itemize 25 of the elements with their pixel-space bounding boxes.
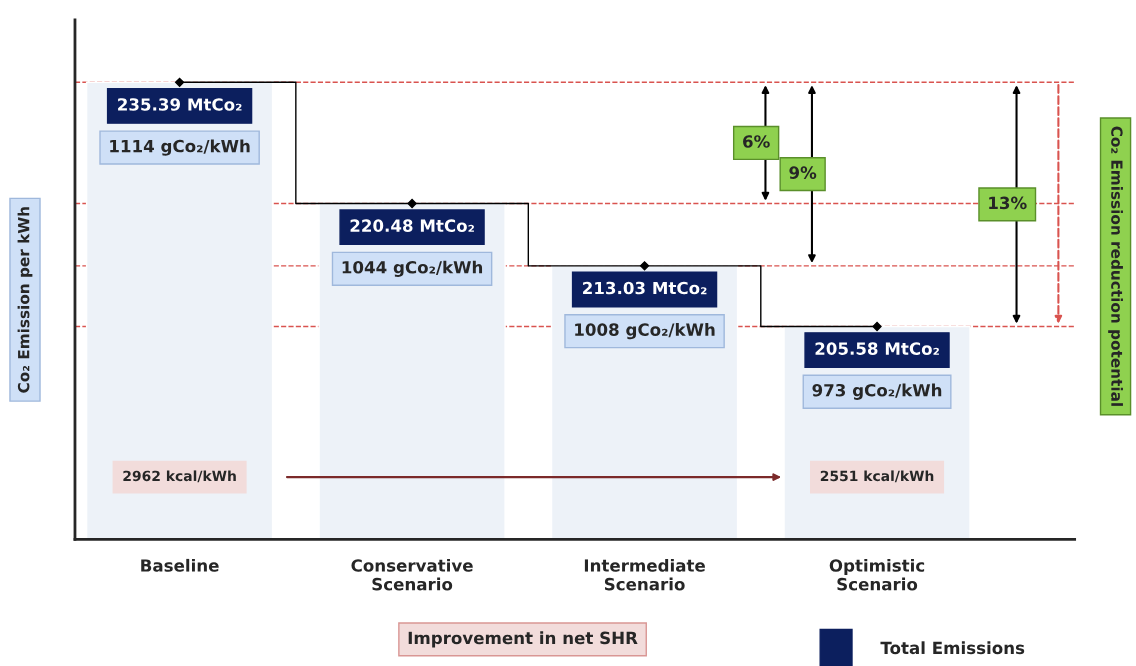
annotation: 13% [989, 196, 1027, 210]
x-tick-label: Conservative Scenario [351, 558, 473, 591]
data-label: 973 gCo₂/kWh [812, 383, 942, 400]
x-tick-label: Baseline [141, 558, 219, 572]
annotation: 220.48 MtCo₂ [350, 219, 474, 232]
x-tick-label: Intermediate Scenario [584, 558, 705, 591]
data-label: 1008 gCo₂/kWh [575, 323, 715, 340]
annotation: 6% [743, 135, 770, 148]
annotation: 9% [789, 166, 817, 179]
point [639, 261, 650, 271]
text: Total Emissions [880, 641, 1025, 655]
annotation: 213.03 MtCo₂ [583, 281, 707, 295]
point [407, 198, 417, 209]
point [872, 321, 882, 332]
x-tick-label: Optimistic Scenario [829, 558, 925, 591]
annotation: 2551 kcal/kWh [820, 470, 934, 483]
y2-axis-title: Co₂ Emission reduction potential [1108, 126, 1123, 406]
data-label: 1114 gCo₂/kWh [110, 139, 250, 156]
annotation: 2962 kcal/kWh [123, 470, 236, 483]
annotation: 235.39 MtCo₂ [118, 98, 242, 111]
y-axis-title: Co₂ Emission per kWh [17, 207, 33, 393]
text: Improvement in net SHR [408, 631, 638, 648]
data-label: 1044 gCo₂/kWh [342, 260, 483, 277]
annotation: 205.58 MtCo₂ [815, 342, 939, 355]
point [174, 77, 185, 87]
